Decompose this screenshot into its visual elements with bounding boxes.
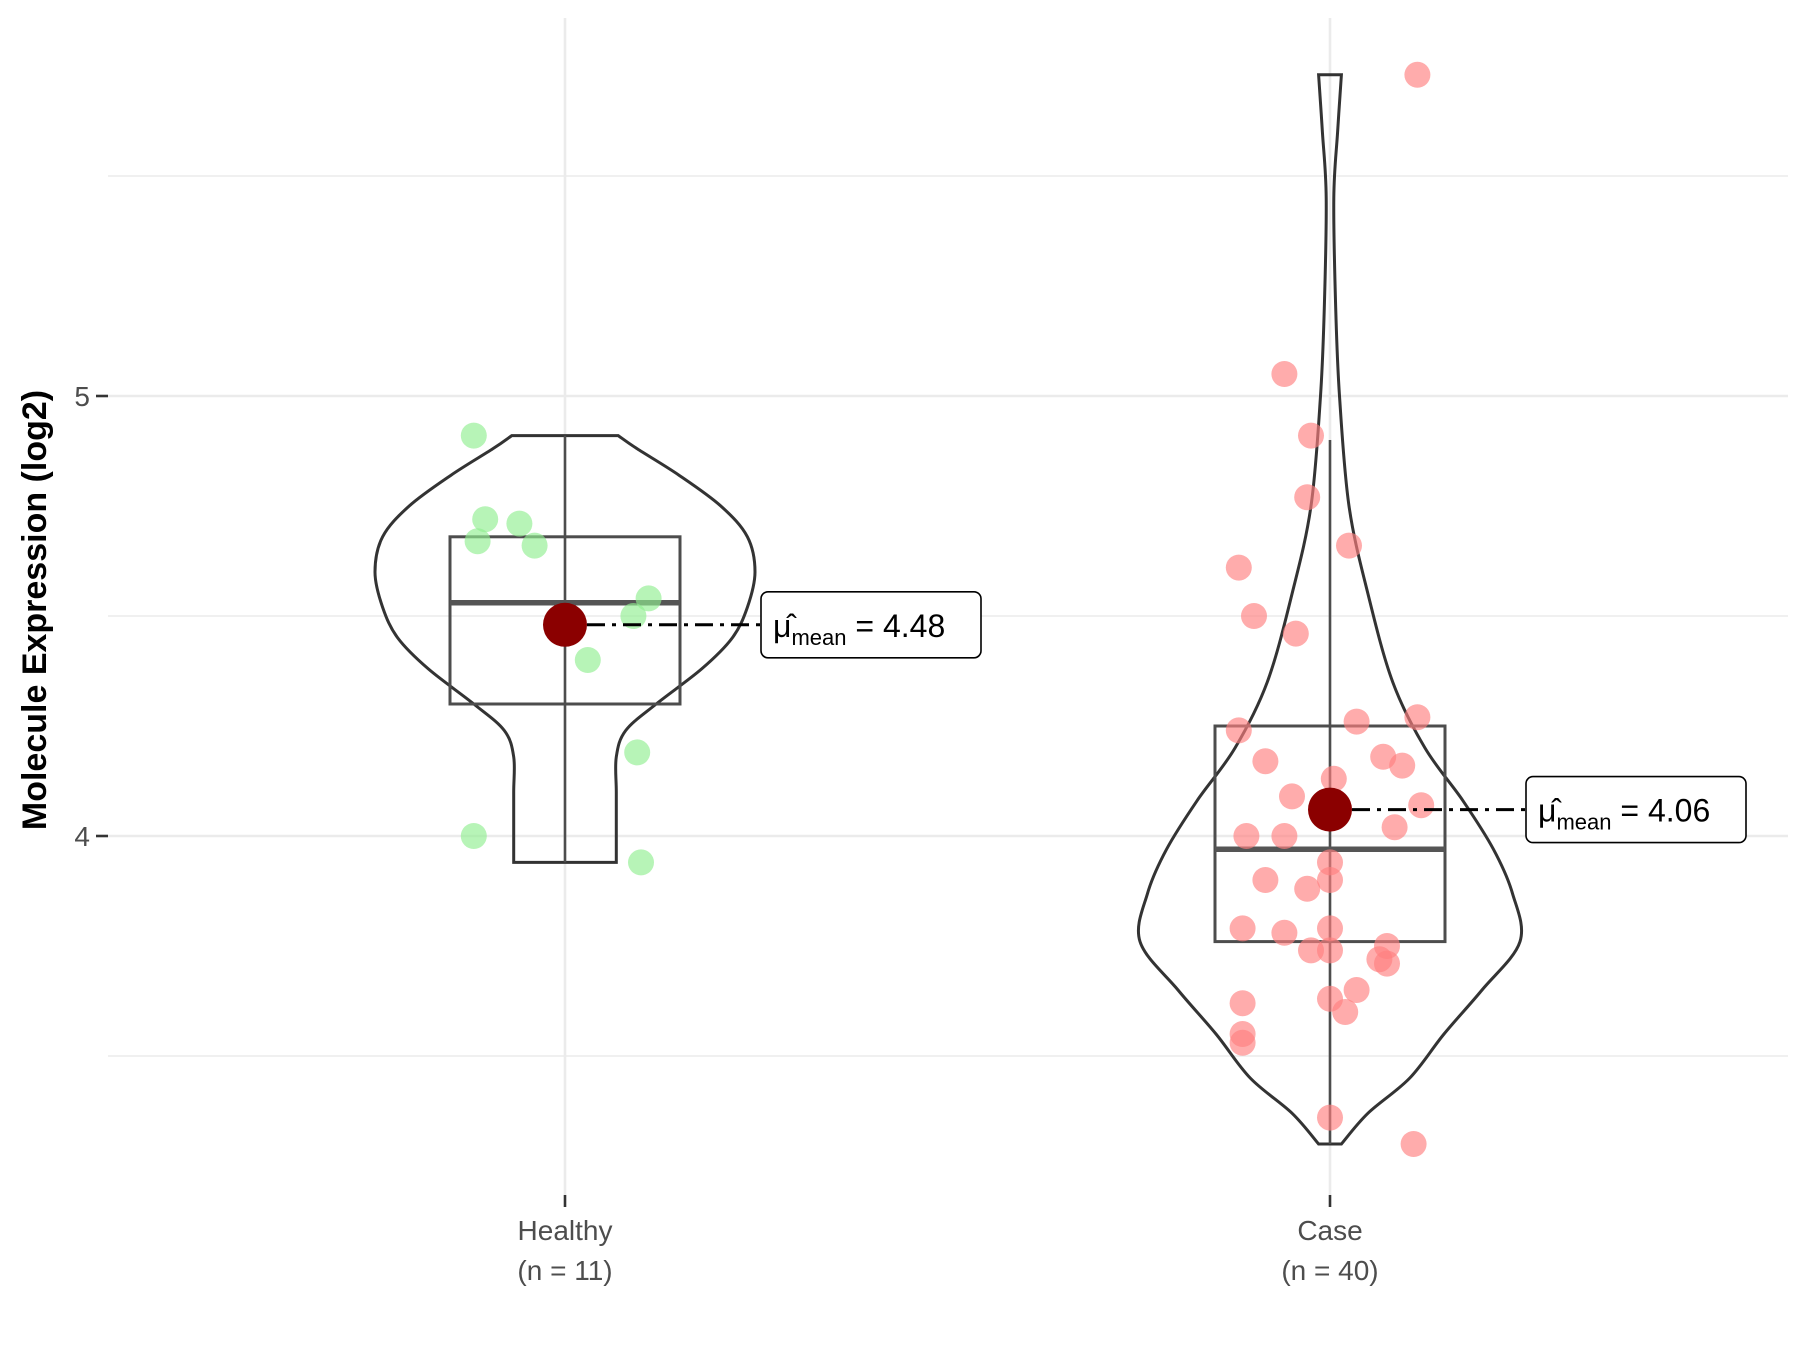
mean-label-text: μ̂mean = 4.06 <box>1538 793 1710 835</box>
mean-subscript: mean <box>1556 810 1611 835</box>
mean-label-box <box>760 590 982 659</box>
data-point <box>1343 708 1370 735</box>
mean-point <box>1308 787 1352 832</box>
data-point <box>628 849 654 876</box>
data-point <box>1271 919 1298 946</box>
data-point <box>1279 783 1305 810</box>
x-tick-label: Case <box>1297 1215 1362 1246</box>
data-point <box>1332 999 1359 1025</box>
data-point <box>521 532 548 559</box>
data-point <box>1317 937 1343 964</box>
x-tick-label: Healthy <box>518 1215 613 1246</box>
data-point <box>1225 717 1252 744</box>
data-point <box>1233 823 1260 849</box>
y-axis-title: Molecule Expression (log2) <box>16 390 54 830</box>
box-iqr <box>448 535 682 706</box>
data-point <box>1404 704 1431 731</box>
data-point <box>1294 484 1321 511</box>
data-point <box>635 585 662 612</box>
mean-label-text: μ̂mean = 4.48 <box>773 608 945 650</box>
data-point <box>1408 792 1435 819</box>
data-point <box>1252 748 1279 775</box>
data-point <box>1404 61 1431 88</box>
data-point <box>1229 990 1256 1017</box>
x-tick-count-label: (n = 40) <box>1281 1255 1378 1286</box>
mean-point <box>543 602 587 647</box>
data-point <box>1343 977 1370 1003</box>
group-healthy: μ̂mean = 4.48 <box>373 422 982 876</box>
data-point <box>1241 603 1267 629</box>
y-tick-label: 4 <box>74 821 90 852</box>
mean-value: = 4.06 <box>1611 793 1710 829</box>
mean-subscript: mean <box>791 625 846 650</box>
data-point <box>1374 950 1400 977</box>
mean-label-box <box>1525 775 1747 844</box>
data-point <box>1317 1104 1343 1131</box>
data-point <box>1400 1131 1427 1157</box>
data-point <box>1336 532 1362 559</box>
violin-case <box>1136 73 1524 1146</box>
data-point <box>624 739 651 766</box>
data-point <box>1317 915 1343 942</box>
data-point <box>1271 361 1298 387</box>
mean-value: = 4.48 <box>846 608 945 644</box>
data-point <box>620 603 647 629</box>
data-point <box>1229 1029 1256 1056</box>
data-point <box>506 510 533 537</box>
x-tick-count-label: (n = 11) <box>517 1255 612 1286</box>
data-point <box>472 506 499 533</box>
data-point <box>460 422 487 449</box>
data-point <box>464 528 491 555</box>
data-point <box>1320 765 1347 792</box>
data-point <box>1381 814 1408 841</box>
data-point <box>1298 937 1324 964</box>
data-point <box>1252 867 1279 893</box>
data-point <box>1282 620 1309 647</box>
y-tick-label: 5 <box>74 381 90 412</box>
data-point <box>1229 915 1256 942</box>
data-point <box>1294 875 1321 902</box>
group-case: μ̂mean = 4.06 <box>1136 61 1747 1157</box>
data-point <box>1389 752 1416 779</box>
data-point <box>1298 422 1324 449</box>
data-point <box>1271 823 1298 849</box>
data-point <box>460 823 487 849</box>
data-point <box>1317 867 1343 893</box>
axes-layer: Healthy (n = 11) Case (n = 40) 4 5 <box>74 381 1378 1286</box>
data-point <box>574 647 601 673</box>
violin-healthy <box>373 434 757 864</box>
data-point <box>1225 554 1252 581</box>
groups-layer: μ̂mean = 4.48 μ̂mean = 4.06 <box>373 61 1747 1157</box>
